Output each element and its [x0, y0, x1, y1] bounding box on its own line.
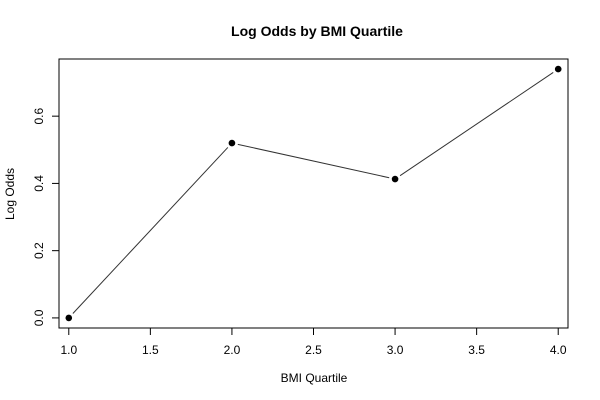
data-point	[391, 175, 399, 183]
y-tick-label: 0.6	[32, 107, 46, 124]
data-point	[228, 139, 236, 147]
x-axis-label: BMI Quartile	[281, 371, 348, 385]
y-axis: 0.0 0.2 0.4 0.6	[32, 107, 60, 326]
x-axis: 1.0 1.5 2.0 2.5 3.0 3.5 4.0	[60, 327, 567, 357]
line-segment	[399, 72, 554, 177]
x-tick-label: 1.5	[142, 343, 159, 357]
line-segment	[72, 147, 229, 314]
y-tick-label: 0.0	[32, 309, 46, 326]
x-tick-label: 3.5	[468, 343, 485, 357]
series-points	[65, 65, 562, 322]
y-axis-label: Log Odds	[3, 168, 17, 220]
series-line	[72, 72, 554, 314]
line-segment	[237, 143, 390, 179]
x-tick-label: 2.0	[224, 343, 241, 357]
x-tick-label: 4.0	[550, 343, 567, 357]
data-point	[65, 314, 73, 322]
x-tick-label: 1.0	[60, 343, 77, 357]
x-tick-label: 3.0	[387, 343, 404, 357]
data-point	[554, 65, 562, 73]
chart-title: Log Odds by BMI Quartile	[231, 23, 403, 39]
plot-box	[58, 58, 569, 329]
y-tick-label: 0.2	[32, 242, 46, 259]
y-tick-label: 0.4	[32, 175, 46, 192]
x-tick-label: 2.5	[305, 343, 322, 357]
